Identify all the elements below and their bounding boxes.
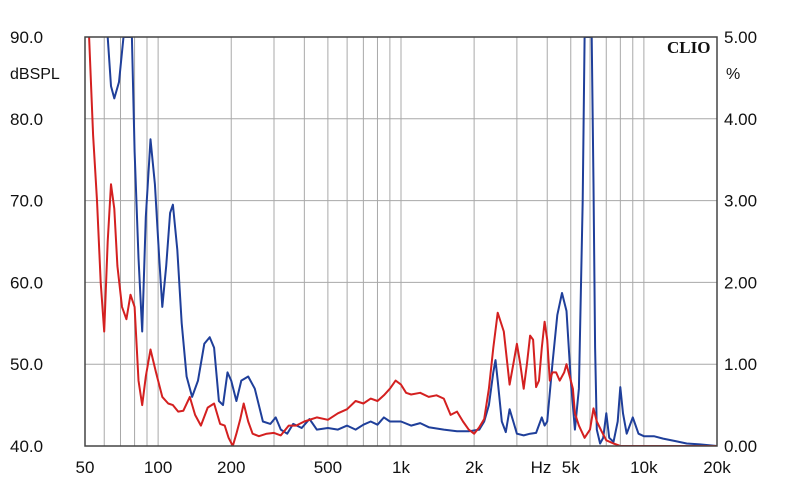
plot-frame xyxy=(84,36,718,447)
x-tick-label: 100 xyxy=(144,458,172,477)
y-left-tick-label: 90.0 xyxy=(10,28,43,47)
y-left-tick-label: 40.0 xyxy=(10,437,43,456)
x-tick-label: 50 xyxy=(76,458,95,477)
x-tick-label: 20k xyxy=(703,458,731,477)
y-left-tick-label: 60.0 xyxy=(10,273,43,292)
x-tick-label: 500 xyxy=(314,458,342,477)
clio-brand-label: CLIO xyxy=(667,38,710,57)
y-left-tick-label: 80.0 xyxy=(10,110,43,129)
x-tick-label: 200 xyxy=(217,458,245,477)
blue-series-line xyxy=(106,37,717,446)
y-left-axis-label: dBSPL xyxy=(10,66,60,83)
axis-labels: 50 100 200 500 1k 2k 5k 10k 20k 40.0 50.0 60.0 70.0 8… xyxy=(10,28,757,477)
x-unit-label: Hz xyxy=(531,458,552,477)
y-right-tick-label: 5.00 xyxy=(724,28,757,47)
x-tick-label: 5k xyxy=(562,458,580,477)
grid xyxy=(85,37,717,446)
y-right-tick-label: 3.00 xyxy=(724,192,757,211)
series-layer xyxy=(88,37,717,446)
red-series-line xyxy=(88,37,717,446)
x-tick-label: 1k xyxy=(392,458,410,477)
x-tick-label: 10k xyxy=(630,458,658,477)
y-left-tick-label: 70.0 xyxy=(10,192,43,211)
y-right-tick-label: 0.00 xyxy=(724,437,757,456)
y-right-axis-label: % xyxy=(726,66,740,83)
y-right-tick-label: 2.00 xyxy=(724,273,757,292)
x-tick-label: 2k xyxy=(465,458,483,477)
y-right-tick-label: 4.00 xyxy=(724,110,757,129)
y-left-tick-label: 50.0 xyxy=(10,355,43,374)
y-right-tick-label: 1.00 xyxy=(724,355,757,374)
